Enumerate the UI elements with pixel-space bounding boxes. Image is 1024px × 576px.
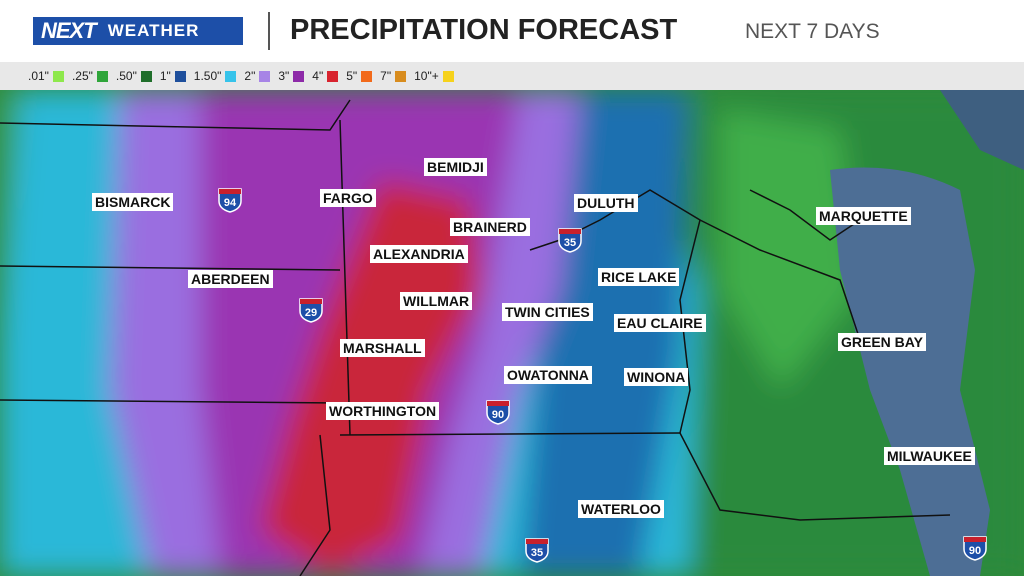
city-label: WINONA [624,368,689,386]
legend-swatch [259,70,271,82]
shield-top [219,189,241,194]
shield-top [964,537,986,542]
legend-swatch [96,70,108,82]
shield-body [525,538,549,563]
shield-body [299,298,323,323]
city-label: BISMARCK [92,193,174,211]
highway-shield: 35 [558,228,582,253]
city-label: BRAINERD [450,218,530,236]
shield-body [963,536,987,561]
shield-body [558,228,582,253]
legend-label: 2" [244,69,256,83]
shield-top [526,539,548,544]
shield-top [559,229,581,234]
legend-swatch [293,70,305,82]
city-label: MILWAUKEE [884,447,975,465]
legend-swatch [52,70,64,82]
shield-body [218,188,242,213]
city-label: RICE LAKE [598,268,680,286]
city-label: WORTHINGTON [326,402,440,420]
legend: .01" .25" .50" 1" 1.50" 2" 3" 4" 5" 7" 10"+ [0,62,1024,90]
highway-shield: 35 [525,538,549,563]
legend-label: 3" [278,69,290,83]
city-label: OWATONNA [504,366,592,384]
legend-swatch [327,70,339,82]
divider [268,12,270,50]
highway-number: 90 [969,545,981,557]
highway-number: 94 [224,197,237,209]
legend-item: 4" [312,69,339,83]
city-label: DULUTH [574,194,638,212]
city-label: WATERLOO [578,500,664,518]
legend-label: 4" [312,69,324,83]
legend-item: 1.50" [194,69,237,83]
title: PRECIPITATION FORECAST [290,14,678,46]
city-label: TWIN CITIES [502,303,593,321]
legend-label: .01" [28,69,49,83]
city-label: EAU CLAIRE [614,314,706,332]
logo: NEXT WEATHER [33,17,243,45]
city-label: MARSHALL [340,339,425,357]
legend-swatch [361,70,373,82]
legend-swatch [140,70,152,82]
city-label: ALEXANDRIA [370,245,468,263]
legend-item: .01" [28,69,64,83]
city-label: BEMIDJI [424,158,487,176]
legend-item: 5" [346,69,373,83]
city-label: FARGO [320,189,376,207]
legend-swatch [225,70,237,82]
city-label: WILLMAR [400,292,473,310]
legend-item: 1" [160,69,186,83]
city-label: GREEN BAY [838,333,926,351]
legend-label: 10"+ [414,69,439,83]
logo-brand: NEXT [41,18,97,43]
legend-label: .50" [115,69,137,83]
highway-number: 29 [305,307,317,319]
legend-item: 2" [244,69,271,83]
highway-number: 35 [531,547,543,559]
legend-item: 3" [278,69,305,83]
legend-label: 7" [380,69,392,83]
highway-number: 90 [492,409,504,421]
subtitle: NEXT 7 DAYS [745,20,880,43]
logo-tag: WEATHER [107,21,200,40]
legend-item: .50" [116,69,152,83]
legend-label: 5" [346,69,358,83]
city-label: MARQUETTE [816,207,911,225]
highway-shield: 90 [486,400,510,425]
shield-body [486,400,510,425]
legend-label: .25" [71,69,93,83]
legend-swatch [174,70,186,82]
legend-item: 10"+ [414,69,454,83]
legend-label: 1.50" [193,69,222,83]
highway-number: 35 [564,237,576,249]
city-label: ABERDEEN [188,270,273,288]
highway-shield: 29 [299,298,323,323]
highway-shield: 94 [218,188,242,213]
legend-swatch [395,70,407,82]
legend-swatch [442,70,454,82]
highway-shield: 90 [963,536,987,561]
legend-item: 7" [380,69,407,83]
legend-label: 1" [159,69,171,83]
shield-top [487,401,509,406]
shield-top [300,299,322,304]
legend-item: .25" [72,69,108,83]
header: NEXT WEATHER PRECIPITATION FORECAST NEXT … [0,0,1024,62]
